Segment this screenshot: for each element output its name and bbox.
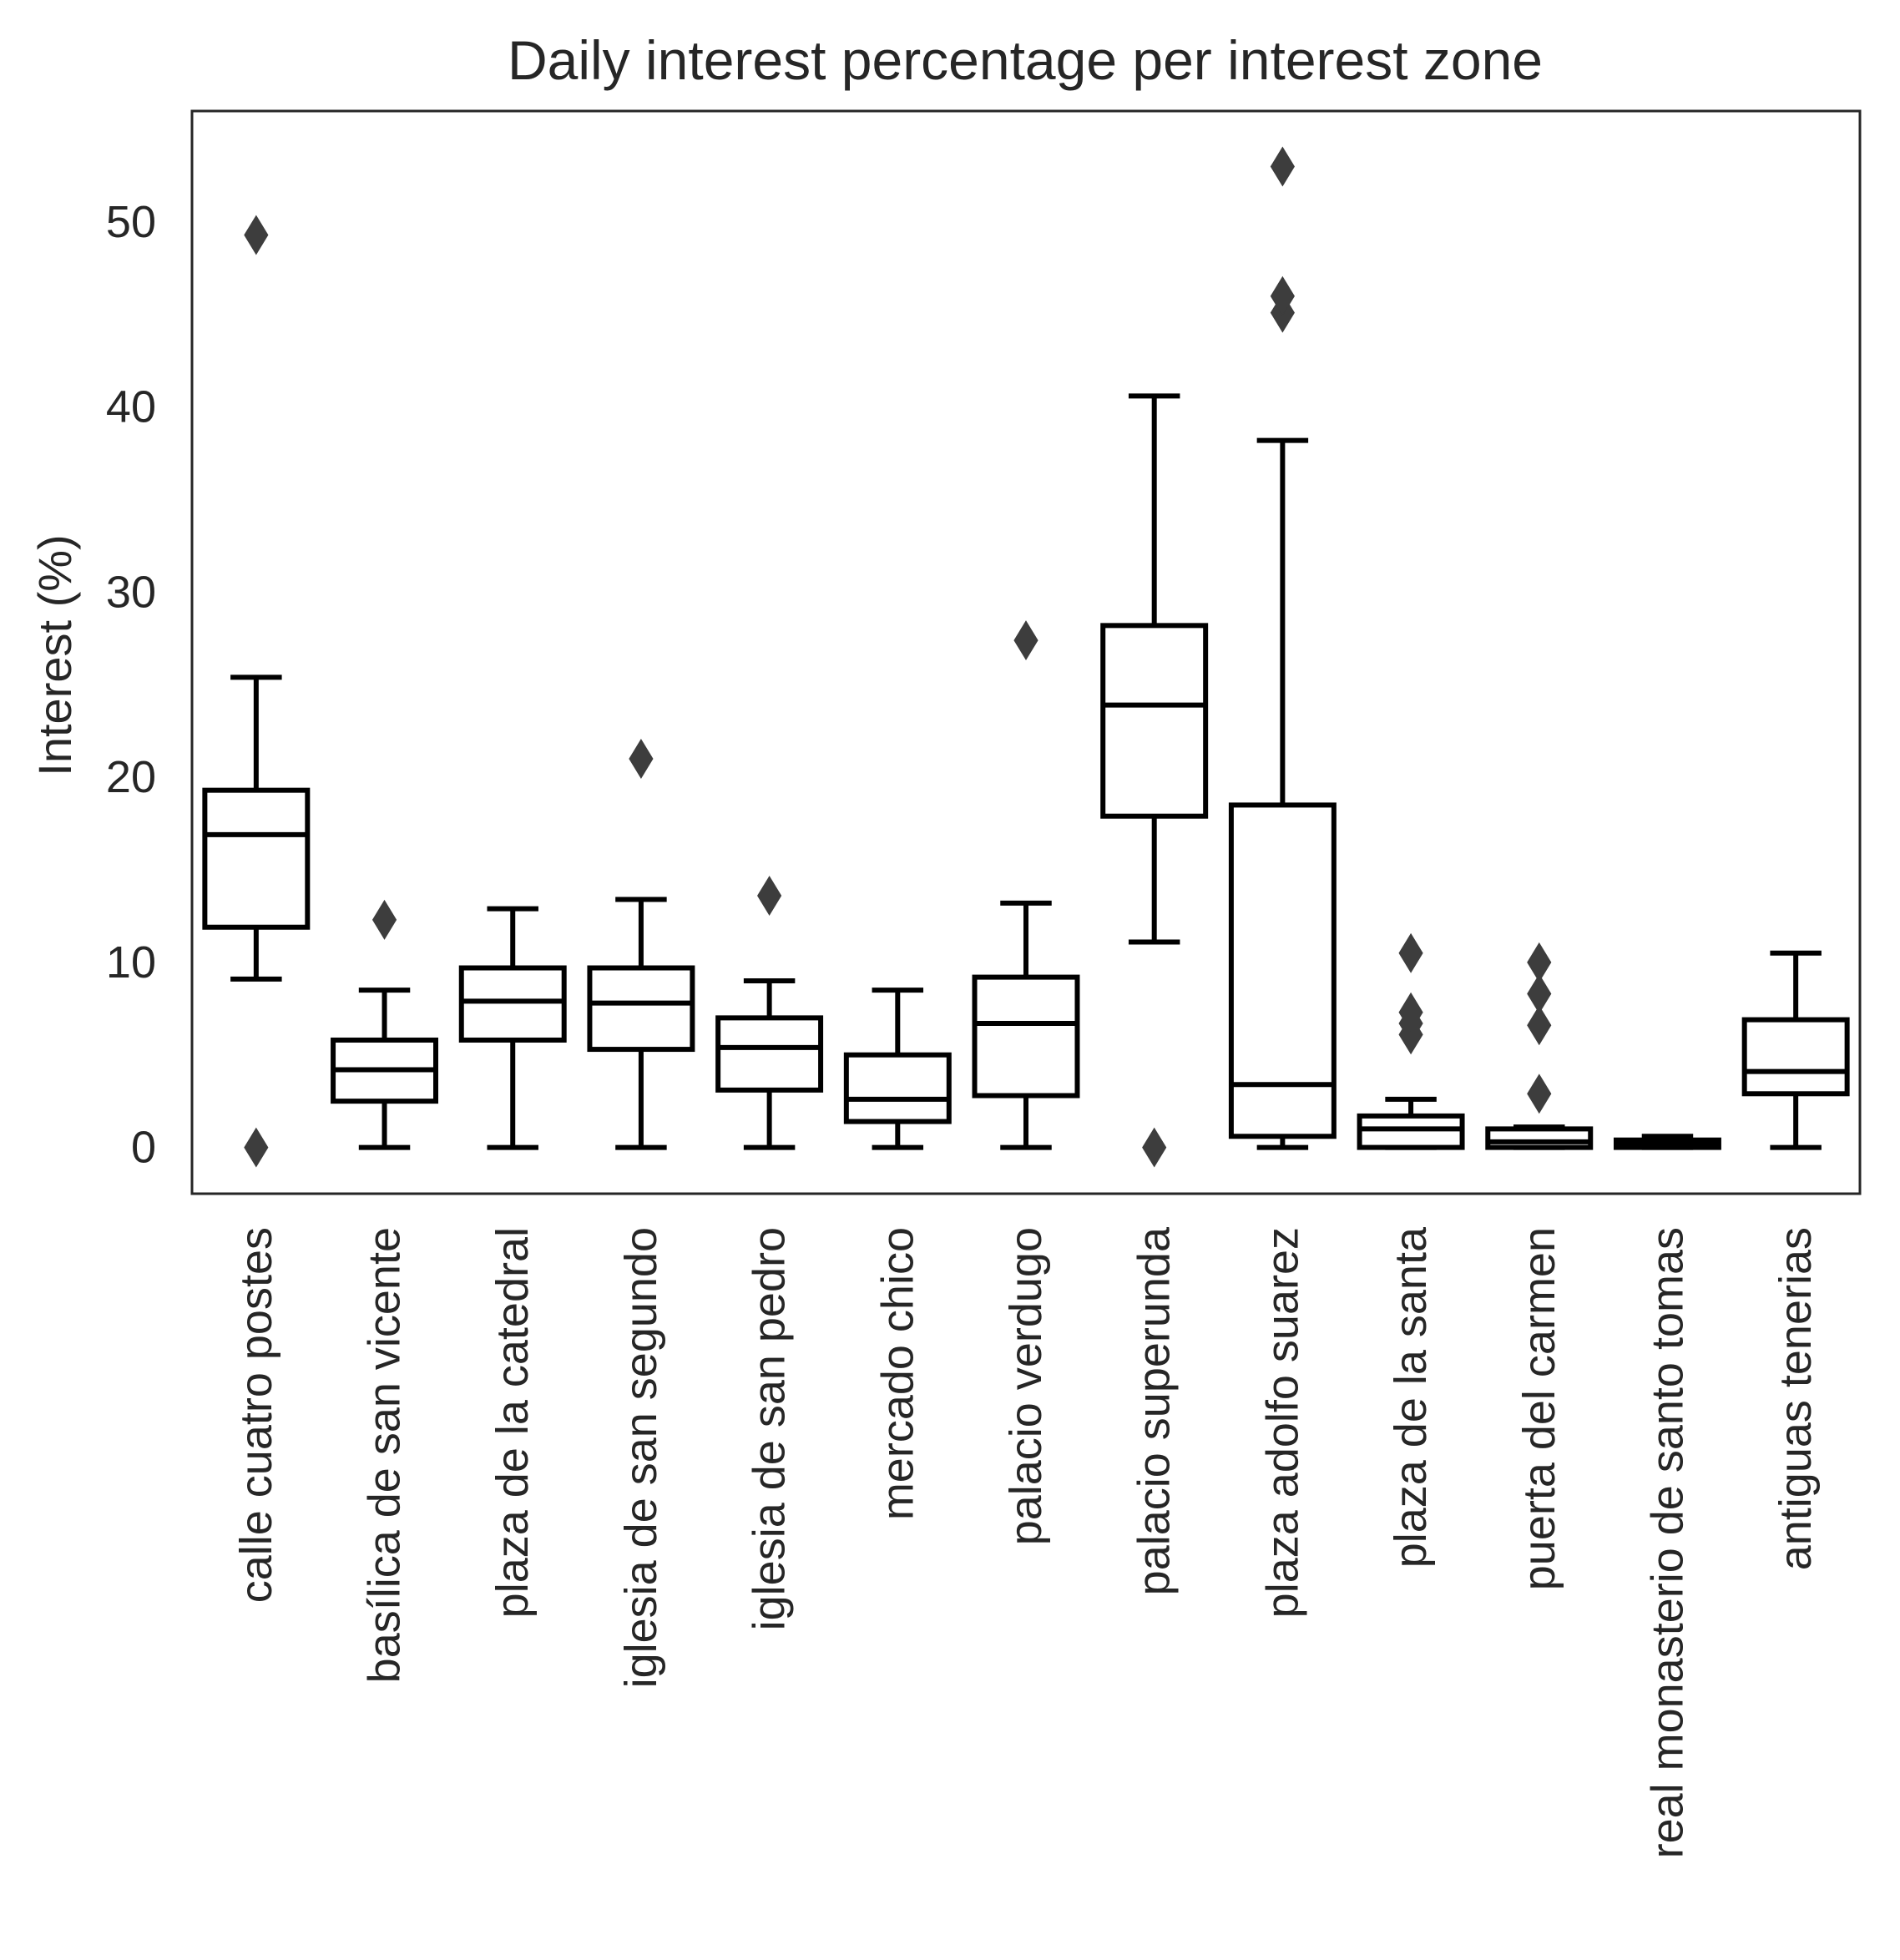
x-tick-label: palacio superunda: [1129, 1226, 1180, 1595]
axes-frame: [190, 109, 1862, 1195]
box-8: [1100, 393, 1209, 1168]
outlier-point: [1013, 620, 1038, 661]
box-11: [1485, 942, 1594, 1150]
outlier-point: [1398, 932, 1423, 973]
x-tick-label: iglesia de san segundo: [616, 1227, 666, 1688]
y-tick-label: 50: [106, 197, 156, 247]
outlier-point: [1270, 146, 1295, 187]
outlier-point: [1527, 942, 1552, 983]
box-3: [458, 906, 567, 1150]
box-9: [1228, 146, 1337, 1150]
x-tick-label: puerta del carmen: [1514, 1227, 1564, 1590]
box-1: [202, 215, 311, 1168]
box-iqr: [1100, 623, 1209, 819]
box-iqr: [587, 965, 695, 1053]
y-axis-ticks: 0 10 20 30 40 50: [106, 197, 156, 1173]
box-4: [587, 739, 695, 1150]
x-tick-label: basílica de san vicente: [360, 1227, 410, 1683]
box-iqr: [202, 787, 311, 930]
outlier-point: [244, 1127, 269, 1168]
outlier-point: [757, 876, 782, 917]
box-2: [331, 899, 439, 1150]
x-tick-label: plaza adolfo suarez: [1257, 1227, 1307, 1618]
box-13: [1741, 950, 1850, 1150]
chart-title: Daily interest percentage per interest z…: [508, 29, 1543, 91]
outlier-point: [1398, 992, 1423, 1033]
box-7: [972, 620, 1080, 1150]
boxes: [202, 146, 1850, 1168]
box-10: [1357, 932, 1465, 1150]
outlier-point: [1527, 973, 1552, 1014]
x-tick-label: mercado chico: [872, 1227, 922, 1520]
outlier-point: [1142, 1127, 1167, 1168]
x-tick-label: real monasterio de santo tomas: [1642, 1227, 1692, 1858]
outlier-point: [371, 899, 397, 940]
y-tick-label: 30: [106, 567, 156, 617]
box-iqr: [1357, 1113, 1465, 1150]
y-tick-label: 10: [106, 937, 156, 988]
box-iqr: [715, 1015, 824, 1093]
x-tick-label: palacio verdugo: [1001, 1227, 1051, 1545]
plot-area: [190, 109, 1862, 1195]
box-6: [843, 988, 952, 1150]
y-tick-label: 40: [106, 382, 156, 432]
box-iqr: [1485, 1126, 1594, 1150]
box-iqr: [843, 1052, 952, 1124]
x-tick-label: iglesia de san pedro: [745, 1227, 795, 1630]
y-tick-label: 20: [106, 752, 156, 802]
outlier-point: [1527, 1073, 1552, 1114]
x-tick-label: plaza de la catedral: [488, 1227, 538, 1618]
x-tick-label: antiguas tenerias: [1771, 1227, 1821, 1570]
x-tick-label: calle cuatro postes: [231, 1227, 281, 1603]
x-tick-label: plaza de la santa: [1386, 1226, 1436, 1568]
box-iqr: [458, 965, 567, 1043]
outlier-point: [629, 739, 654, 779]
outlier-point: [1527, 1005, 1552, 1046]
x-axis-category-labels: calle cuatro postes basílica de san vicen…: [231, 1226, 1821, 1858]
box-5: [715, 876, 824, 1150]
box-iqr: [1741, 1017, 1850, 1097]
outlier-point: [244, 215, 269, 255]
box-iqr: [1228, 802, 1337, 1139]
box-12: [1613, 1134, 1721, 1150]
outlier-point: [1270, 275, 1295, 316]
y-tick-label: 0: [131, 1123, 156, 1173]
y-axis-label: Interest (%): [28, 534, 81, 775]
box-iqr: [972, 974, 1080, 1099]
